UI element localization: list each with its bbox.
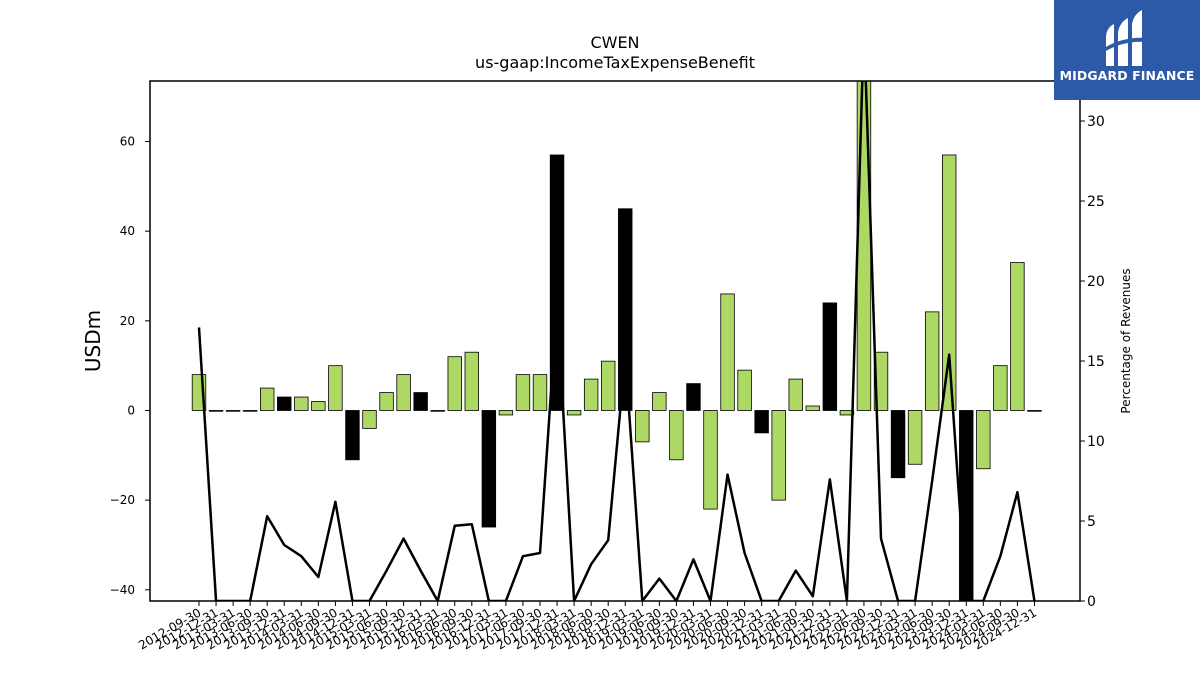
ratio-line — [197, 81, 1036, 601]
bar — [618, 208, 633, 411]
bar — [959, 410, 974, 601]
y2-tick-label: 30 — [1087, 114, 1105, 130]
bar — [771, 410, 786, 501]
y-tick-label: 40 — [120, 224, 135, 238]
y2-tick-label: 0 — [1087, 594, 1096, 610]
bar — [601, 360, 616, 411]
bar — [686, 383, 701, 411]
bar — [873, 351, 889, 411]
bar — [481, 410, 497, 528]
y-tick-label: 0 — [127, 403, 135, 417]
bar — [379, 392, 394, 411]
bar — [822, 302, 838, 411]
bar — [788, 378, 803, 411]
bar — [464, 351, 480, 411]
bar — [907, 410, 923, 465]
logo-mark-icon — [1104, 10, 1148, 66]
bar — [703, 410, 718, 510]
y2-tick-label: 20 — [1087, 274, 1105, 290]
bar — [362, 410, 377, 429]
y2-tick-label: 25 — [1087, 194, 1105, 210]
logo-text: MIDGARD FINANCE — [1059, 68, 1195, 83]
bar — [396, 374, 411, 411]
y2-tick-label: 10 — [1087, 434, 1105, 450]
y2-tick-label: 15 — [1087, 354, 1105, 370]
bar — [720, 293, 735, 411]
y-axis-label: USDm — [81, 310, 105, 372]
right-axis: 0 5 10 15 20 25 30 — [1080, 114, 1105, 610]
chart-title: CWEN — [590, 33, 639, 52]
bar — [754, 410, 769, 434]
y2-axis-label: Percentage of Revenues — [1119, 268, 1133, 413]
x-axis: 2012-09-302012-12-312013-03-312013-06-30… — [136, 601, 1039, 652]
bar — [652, 392, 667, 411]
bar — [737, 369, 752, 411]
brand-logo: MIDGARD FINANCE — [1054, 0, 1200, 100]
y2-tick-label: 5 — [1087, 514, 1096, 530]
bar — [430, 410, 445, 412]
bar — [294, 396, 309, 411]
bar — [413, 392, 428, 411]
bar — [924, 311, 940, 411]
bar — [942, 154, 957, 411]
bar — [805, 405, 821, 411]
bar — [993, 365, 1008, 411]
y-tick-label: 60 — [120, 135, 135, 149]
plot-frame — [149, 80, 1081, 602]
bar — [259, 387, 275, 411]
bar — [208, 410, 224, 412]
left-axis: −40 −20 0 20 40 60 — [110, 135, 150, 597]
chart-subtitle: us-gaap:IncomeTaxExpenseBenefit — [475, 53, 755, 72]
bar-group — [191, 81, 1042, 601]
bar — [890, 410, 906, 479]
bar — [566, 410, 582, 416]
bar — [328, 365, 343, 411]
bar — [447, 356, 462, 411]
bar — [532, 374, 548, 411]
y-tick-label: −40 — [110, 583, 135, 597]
bar — [976, 410, 991, 470]
bar — [1010, 262, 1025, 411]
bar — [225, 410, 241, 412]
y-tick-label: 20 — [120, 314, 135, 328]
y-tick-label: −20 — [110, 493, 135, 507]
bar — [515, 374, 531, 411]
bar — [635, 410, 650, 443]
bar — [1027, 410, 1042, 412]
bar — [498, 410, 514, 416]
bar — [856, 81, 872, 411]
ratio-line-group — [197, 81, 1036, 601]
bar — [277, 396, 292, 411]
bar — [345, 410, 360, 461]
bar — [311, 401, 326, 411]
bar — [242, 410, 258, 412]
bar — [583, 378, 599, 411]
bar — [669, 410, 684, 461]
